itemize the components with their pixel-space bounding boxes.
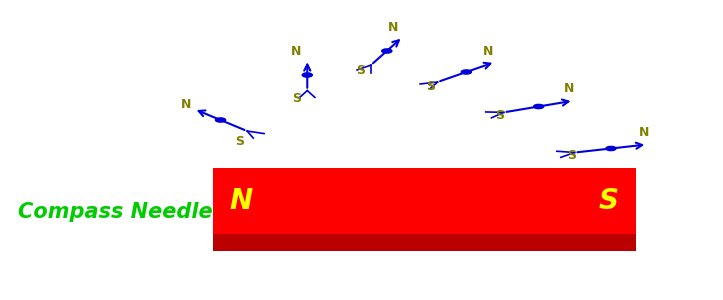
Text: S: S bbox=[426, 80, 435, 93]
Text: S: S bbox=[292, 92, 301, 105]
Text: N: N bbox=[564, 82, 575, 95]
Text: S: S bbox=[235, 135, 244, 148]
Text: S: S bbox=[356, 64, 366, 77]
Text: N: N bbox=[229, 187, 252, 215]
Text: Compass Needle: Compass Needle bbox=[18, 202, 213, 221]
Text: N: N bbox=[483, 44, 493, 58]
Text: S: S bbox=[599, 187, 619, 215]
Circle shape bbox=[606, 146, 616, 151]
Text: N: N bbox=[388, 21, 398, 34]
Circle shape bbox=[215, 118, 226, 122]
Circle shape bbox=[382, 49, 392, 53]
Text: N: N bbox=[639, 126, 650, 139]
Text: S: S bbox=[495, 109, 504, 122]
Circle shape bbox=[302, 73, 312, 77]
Text: N: N bbox=[291, 45, 301, 58]
Text: S: S bbox=[568, 149, 576, 162]
Bar bbox=[213, 168, 636, 234]
Circle shape bbox=[461, 70, 471, 74]
Bar bbox=[213, 234, 636, 250]
Circle shape bbox=[534, 104, 544, 109]
Text: N: N bbox=[181, 98, 192, 111]
